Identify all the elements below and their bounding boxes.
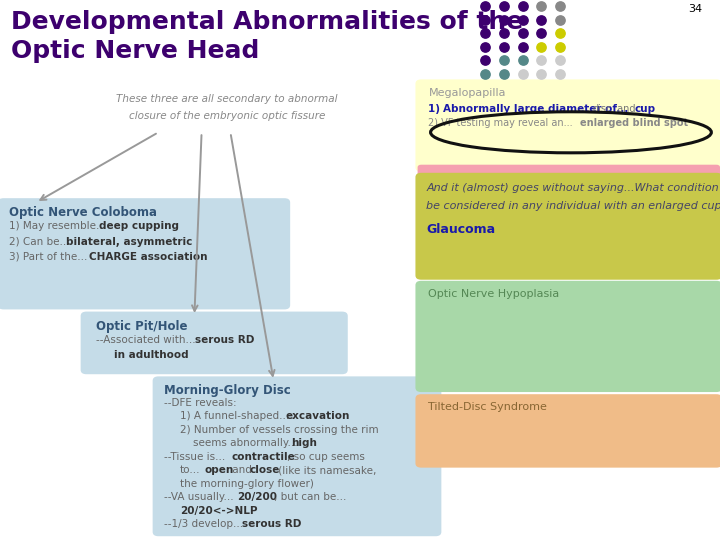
Text: disc: disc <box>593 104 612 114</box>
Text: --DFE reveals:: --DFE reveals: <box>164 398 237 408</box>
Point <box>498 56 510 65</box>
FancyBboxPatch shape <box>415 281 720 392</box>
FancyBboxPatch shape <box>418 165 720 180</box>
Point <box>498 70 510 78</box>
Point <box>517 2 528 11</box>
Point <box>554 29 566 38</box>
Point <box>517 16 528 24</box>
Point <box>498 16 510 24</box>
Point <box>480 43 491 51</box>
Point <box>536 2 547 11</box>
Point <box>517 43 528 51</box>
Text: Abnormally large diameter of...: Abnormally large diameter of... <box>443 104 628 114</box>
FancyBboxPatch shape <box>153 376 441 536</box>
Text: Morning-Glory Disc: Morning-Glory Disc <box>164 384 291 397</box>
Text: enlarged blind spot: enlarged blind spot <box>580 118 688 129</box>
Text: excavation: excavation <box>285 411 349 422</box>
FancyBboxPatch shape <box>81 312 348 374</box>
Text: be considered in any individual with an enlarged cup?: be considered in any individual with an … <box>426 201 720 212</box>
Text: contractile: contractile <box>232 452 296 462</box>
Text: , so cup seems: , so cup seems <box>287 452 364 462</box>
Text: --1/3 develop...: --1/3 develop... <box>164 519 243 530</box>
Text: --VA usually...: --VA usually... <box>164 492 234 503</box>
Text: 1) May resemble...: 1) May resemble... <box>9 221 106 232</box>
Point <box>554 2 566 11</box>
Point <box>517 56 528 65</box>
Point <box>536 70 547 78</box>
Text: 34: 34 <box>688 4 702 15</box>
Text: Optic Nerve Head: Optic Nerve Head <box>11 39 259 63</box>
Point <box>498 2 510 11</box>
Text: , but can be...: , but can be... <box>274 492 346 503</box>
Text: 2) VF testing may reveal an...: 2) VF testing may reveal an... <box>428 118 573 129</box>
FancyBboxPatch shape <box>415 79 720 172</box>
Text: 2) Number of vessels crossing the rim: 2) Number of vessels crossing the rim <box>180 425 379 435</box>
Text: Optic Pit/Hole: Optic Pit/Hole <box>96 320 187 333</box>
Text: serous RD: serous RD <box>195 335 254 345</box>
Text: --Associated with...: --Associated with... <box>96 335 195 345</box>
Point <box>480 70 491 78</box>
Text: and: and <box>229 465 255 476</box>
FancyBboxPatch shape <box>415 394 720 468</box>
Text: cup: cup <box>634 104 655 114</box>
Text: These three are all secondary to abnormal: These three are all secondary to abnorma… <box>116 94 338 105</box>
Text: Optic Nerve Hypoplasia: Optic Nerve Hypoplasia <box>428 289 559 299</box>
Text: 1) A funnel-shaped...: 1) A funnel-shaped... <box>180 411 289 422</box>
Text: to...: to... <box>180 465 200 476</box>
Text: --Tissue is...: --Tissue is... <box>164 452 225 462</box>
Point <box>536 43 547 51</box>
Text: open: open <box>204 465 234 476</box>
Text: the morning-glory flower): the morning-glory flower) <box>180 479 314 489</box>
Point <box>498 29 510 38</box>
Text: closure of the embryonic optic fissure: closure of the embryonic optic fissure <box>129 111 325 121</box>
Point <box>480 56 491 65</box>
Point <box>480 16 491 24</box>
Text: bilateral, asymmetric: bilateral, asymmetric <box>66 237 193 247</box>
Text: deep cupping: deep cupping <box>99 221 179 232</box>
Text: Optic Nerve Coloboma: Optic Nerve Coloboma <box>9 206 157 219</box>
Text: Tilted-Disc Syndrome: Tilted-Disc Syndrome <box>428 402 547 413</box>
Text: Developmental Abnormalities of the: Developmental Abnormalities of the <box>11 10 523 33</box>
Point <box>554 43 566 51</box>
Text: and: and <box>614 104 639 114</box>
Text: in adulthood: in adulthood <box>114 350 189 360</box>
Point <box>480 2 491 11</box>
Point <box>536 56 547 65</box>
Text: close: close <box>249 465 279 476</box>
Text: And it (almost) goes without saying...What condition must: And it (almost) goes without saying...Wh… <box>426 183 720 193</box>
Point <box>517 70 528 78</box>
Text: 2) Can be...: 2) Can be... <box>9 237 69 247</box>
Text: 20/200: 20/200 <box>238 492 278 503</box>
Point <box>554 16 566 24</box>
Text: 20/20<->NLP: 20/20<->NLP <box>180 506 258 516</box>
Text: CHARGE association: CHARGE association <box>89 252 208 262</box>
Text: serous RD: serous RD <box>242 519 301 530</box>
Text: seems abnormally...: seems abnormally... <box>193 438 297 449</box>
FancyBboxPatch shape <box>0 198 290 309</box>
Point <box>554 56 566 65</box>
Text: high: high <box>292 438 318 449</box>
Point <box>536 29 547 38</box>
Text: 3) Part of the...: 3) Part of the... <box>9 252 87 262</box>
Point <box>554 70 566 78</box>
Text: 1): 1) <box>428 104 444 114</box>
FancyBboxPatch shape <box>415 173 720 280</box>
Point <box>536 16 547 24</box>
Text: Glaucoma: Glaucoma <box>426 223 495 236</box>
Point <box>517 29 528 38</box>
Point <box>498 43 510 51</box>
Text: Megalopapilla: Megalopapilla <box>428 88 506 98</box>
Text: (like its namesake,: (like its namesake, <box>275 465 377 476</box>
Point <box>480 29 491 38</box>
